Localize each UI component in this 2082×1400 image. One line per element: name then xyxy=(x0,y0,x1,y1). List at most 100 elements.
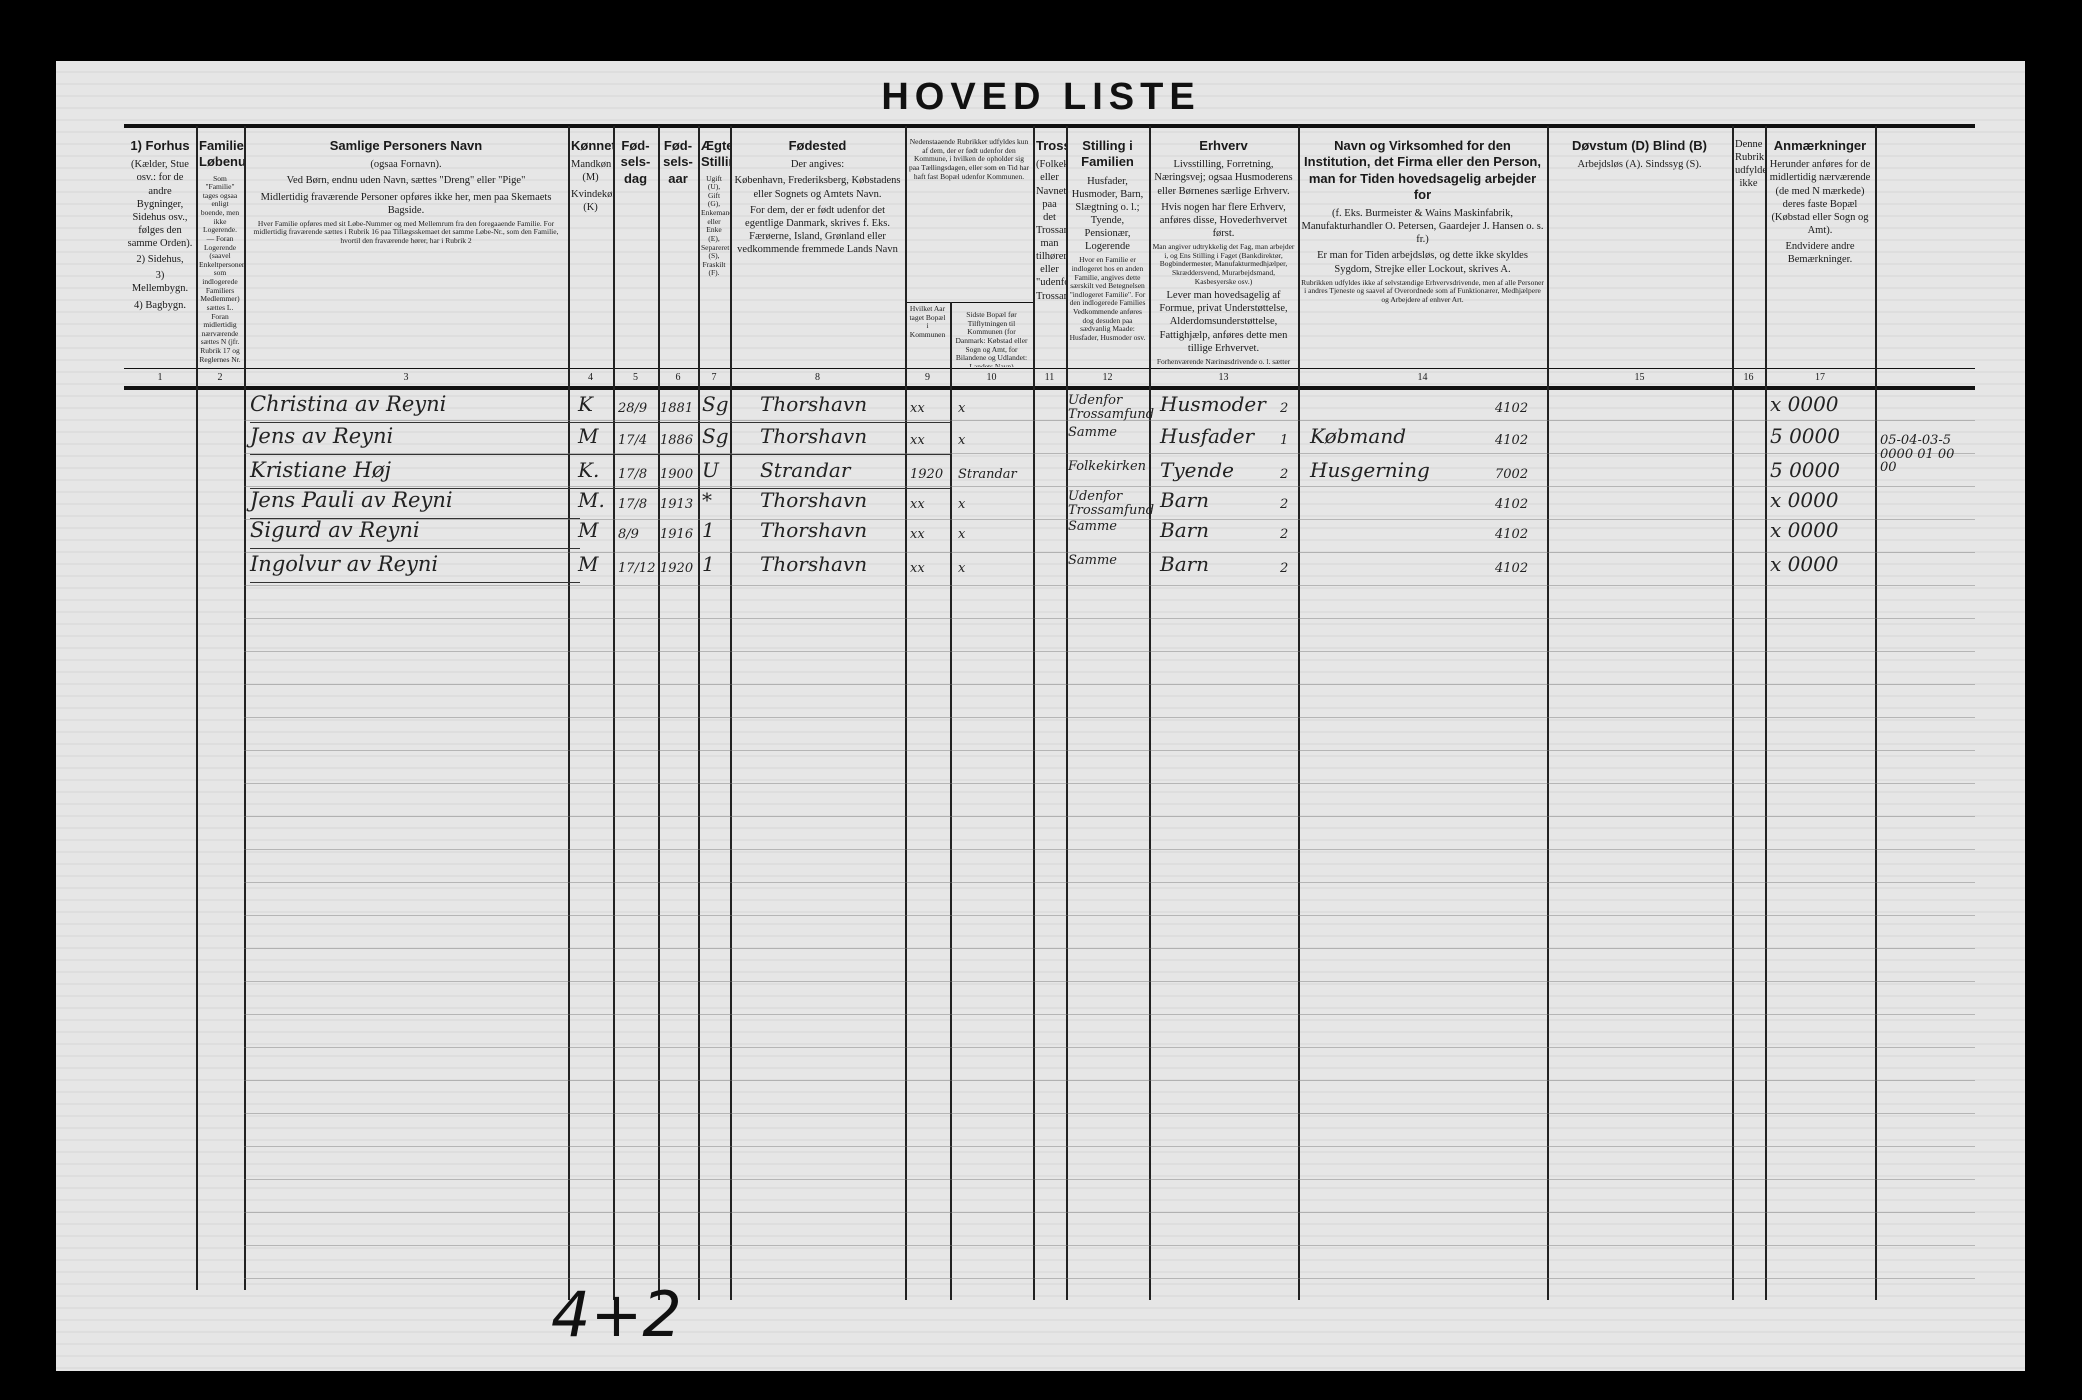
row-2-occupation-code: 4102 xyxy=(1495,433,1529,448)
row-5-family-position: Barn xyxy=(1160,518,1210,542)
row-rule xyxy=(244,651,1975,652)
column-number: 14 xyxy=(1417,372,1428,383)
row-rule xyxy=(244,453,1975,454)
row-rule xyxy=(244,1047,1975,1048)
column-divider xyxy=(1547,126,1549,1300)
column-number: 9 xyxy=(925,372,930,383)
column-instruction: Husfader, Husmoder, Barn, Slægtning o. l… xyxy=(1071,175,1144,253)
column-instruction: Som "Familie" tages ogsaa enligt boende,… xyxy=(199,173,244,364)
column-instruction: Rubrikken udfyldes ikke af selvstændige … xyxy=(1301,277,1544,304)
row-3-year-moved-in: 1920 xyxy=(910,467,944,482)
column-instruction: Arbejdsløs (A). Sindssyg (S). xyxy=(1577,159,1702,171)
row-6-occupation-code: 4102 xyxy=(1495,561,1529,576)
column-number: 12 xyxy=(1102,372,1113,383)
row-2-religion: Samme xyxy=(1068,425,1118,440)
column-instruction: (Kælder, Stue osv.: for de andre Bygning… xyxy=(127,159,193,249)
column-divider xyxy=(1732,126,1734,1300)
column-header-7: Ægteskabelig Stilling Ugift (U), Gift (G)… xyxy=(698,132,730,364)
row-rule xyxy=(244,1245,1975,1246)
row-3-occupation: Husgerning xyxy=(1310,458,1430,482)
row-4-religion: Udenfor Trossamfund xyxy=(1068,489,1155,518)
column-divider xyxy=(613,126,615,1300)
row-5-birth-day: 8/9 xyxy=(618,527,639,542)
row-2-person-name: Jens av Reyni xyxy=(250,424,394,448)
row-rule xyxy=(244,816,1975,817)
column-number: 16 xyxy=(1743,372,1754,383)
row-rule xyxy=(244,684,1975,685)
row-3-family-position: Tyende xyxy=(1160,458,1234,482)
row-rule xyxy=(244,915,1975,916)
row-5-birthplace: Thorshavn xyxy=(760,518,868,542)
row-1-religion: Udenfor Trossamfund xyxy=(1068,393,1155,422)
form-title: HOVED LISTE xyxy=(881,76,1201,118)
row-2-position-code: 1 xyxy=(1280,433,1289,448)
row-6-position-code: 2 xyxy=(1280,561,1289,576)
row-underline xyxy=(250,422,950,423)
row-3-position-code: 2 xyxy=(1280,467,1289,482)
column-number: 11 xyxy=(1044,372,1055,383)
column-instruction: 3) Mellembygn. xyxy=(131,270,189,295)
row-5-religion: Samme xyxy=(1068,519,1118,534)
row-4-sex: M. xyxy=(578,488,605,512)
row-5-civil-status: 1 xyxy=(702,518,715,542)
row-6-column-16-code: x 0000 xyxy=(1770,552,1839,576)
row-rule xyxy=(244,981,1975,982)
row-4-birthplace: Thorshavn xyxy=(760,488,868,512)
row-5-birth-year: 1916 xyxy=(660,527,694,542)
column-divider xyxy=(730,126,732,1300)
column-instruction: Midlertidig fraværende Personer opføres … xyxy=(260,191,552,216)
row-1-birth-day: 28/9 xyxy=(618,401,648,416)
column-instruction: Lever man hovedsagelig af Formue, privat… xyxy=(1159,290,1288,354)
column-title: Trossamfund xyxy=(1036,138,1066,153)
column-header-6: Fød-sels-aar xyxy=(658,132,698,364)
column-divider xyxy=(196,126,198,1290)
row-underline xyxy=(250,488,950,489)
column-header-10: Sidste Bopæl før Tilflytningen til Kommu… xyxy=(950,305,1033,367)
row-4-person-name: Jens Pauli av Reyni xyxy=(250,488,453,512)
column-9-subheader: Hvilket Aar taget Bopæl i Kommunen xyxy=(905,305,950,367)
row-2-civil-status: Sg xyxy=(702,424,729,448)
column-title: Kønnet xyxy=(571,138,613,153)
column-divider xyxy=(1149,126,1151,1300)
column-number: 1 xyxy=(157,372,163,383)
column-title: Erhverv xyxy=(1199,138,1248,153)
row-3-last-residence: Strandar xyxy=(958,467,1017,482)
column-title: Stilling i Familien xyxy=(1081,138,1134,170)
column-instruction: Endvidere andre Bemærkninger. xyxy=(1785,241,1855,266)
row-rule xyxy=(244,1212,1975,1213)
row-rule xyxy=(244,882,1975,883)
row-6-sex: M xyxy=(578,552,599,576)
row-6-year-moved-in: xx xyxy=(910,561,925,576)
column-instruction: Mandkøn (M) xyxy=(571,159,612,184)
row-3-sex: K. xyxy=(578,458,600,482)
row-2-last-residence: x xyxy=(958,433,966,448)
row-6-family-position: Barn xyxy=(1160,552,1210,576)
row-underline xyxy=(250,518,580,519)
row-1-occupation-code: 4102 xyxy=(1495,401,1529,416)
row-6-birth-day: 17/12 xyxy=(618,561,656,576)
row-1-birthplace: Thorshavn xyxy=(760,392,868,416)
row-4-birth-year: 1913 xyxy=(660,497,694,512)
row-5-sex: M xyxy=(578,518,599,542)
row-rule xyxy=(244,1080,1975,1081)
column-title: Anmærkninger xyxy=(1773,138,1867,153)
row-5-position-code: 2 xyxy=(1280,527,1289,542)
row-4-occupation-code: 4102 xyxy=(1495,497,1529,512)
row-3-religion: Folkekirken xyxy=(1068,459,1147,474)
row-2-birth-year: 1886 xyxy=(660,433,694,448)
row-rule xyxy=(244,1179,1975,1180)
row-6-last-residence: x xyxy=(958,561,966,576)
row-3-occupation-code: 7002 xyxy=(1495,467,1529,482)
column-instruction: Hvor en Familie er indlogeret hos en and… xyxy=(1069,255,1146,342)
column-divider xyxy=(568,126,570,1300)
column-divider xyxy=(1033,126,1035,1300)
column-number: 15 xyxy=(1634,372,1645,383)
column-number: 3 xyxy=(403,372,409,383)
column-number: 8 xyxy=(815,372,820,383)
column-title: Fød-sels-dag xyxy=(620,138,651,186)
row-rule xyxy=(244,618,1975,619)
row-6-person-name: Ingolvur av Reyni xyxy=(250,552,439,576)
column-header-17: Anmærkninger Herunder anføres for de midl… xyxy=(1765,132,1875,364)
row-rule xyxy=(244,1014,1975,1015)
row-rule xyxy=(244,1113,1975,1114)
